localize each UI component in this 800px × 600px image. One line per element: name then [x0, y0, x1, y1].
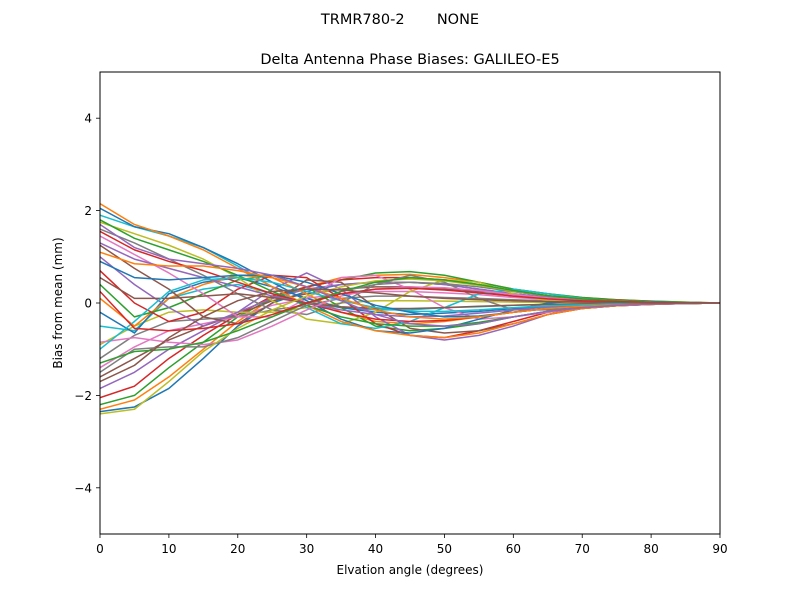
x-tick-label: 90 [712, 542, 727, 556]
y-axis-ticks: −4 −2 0 2 4 [74, 112, 100, 495]
x-tick-label: 30 [299, 542, 314, 556]
series-line [100, 276, 720, 364]
x-axis-label: Elvation angle (degrees) [337, 563, 484, 577]
x-axis-ticks: 0 10 20 30 40 50 60 70 80 90 [96, 534, 728, 556]
x-tick-label: 10 [161, 542, 176, 556]
y-tick-label: 2 [84, 204, 92, 218]
x-tick-label: 50 [437, 542, 452, 556]
x-tick-label: 60 [506, 542, 521, 556]
y-tick-label: −2 [74, 389, 92, 403]
y-tick-label: 0 [84, 297, 92, 311]
series-line [100, 288, 720, 383]
x-tick-label: 20 [230, 542, 245, 556]
x-tick-label: 40 [368, 542, 383, 556]
y-axis-label: Bias from mean (mm) [51, 237, 65, 368]
y-tick-label: 4 [84, 112, 92, 126]
series-line [100, 276, 720, 350]
y-tick-label: −4 [74, 481, 92, 495]
x-tick-label: 80 [643, 542, 658, 556]
series-line [100, 287, 720, 332]
series-layer [100, 203, 720, 415]
series-line [100, 223, 720, 327]
x-tick-label: 70 [575, 542, 590, 556]
chart-title: Delta Antenna Phase Biases: GALILEO-E5 [260, 52, 559, 68]
x-tick-label: 0 [96, 542, 104, 556]
figure-suptitle: TRMR780-2 NONE [320, 12, 479, 28]
